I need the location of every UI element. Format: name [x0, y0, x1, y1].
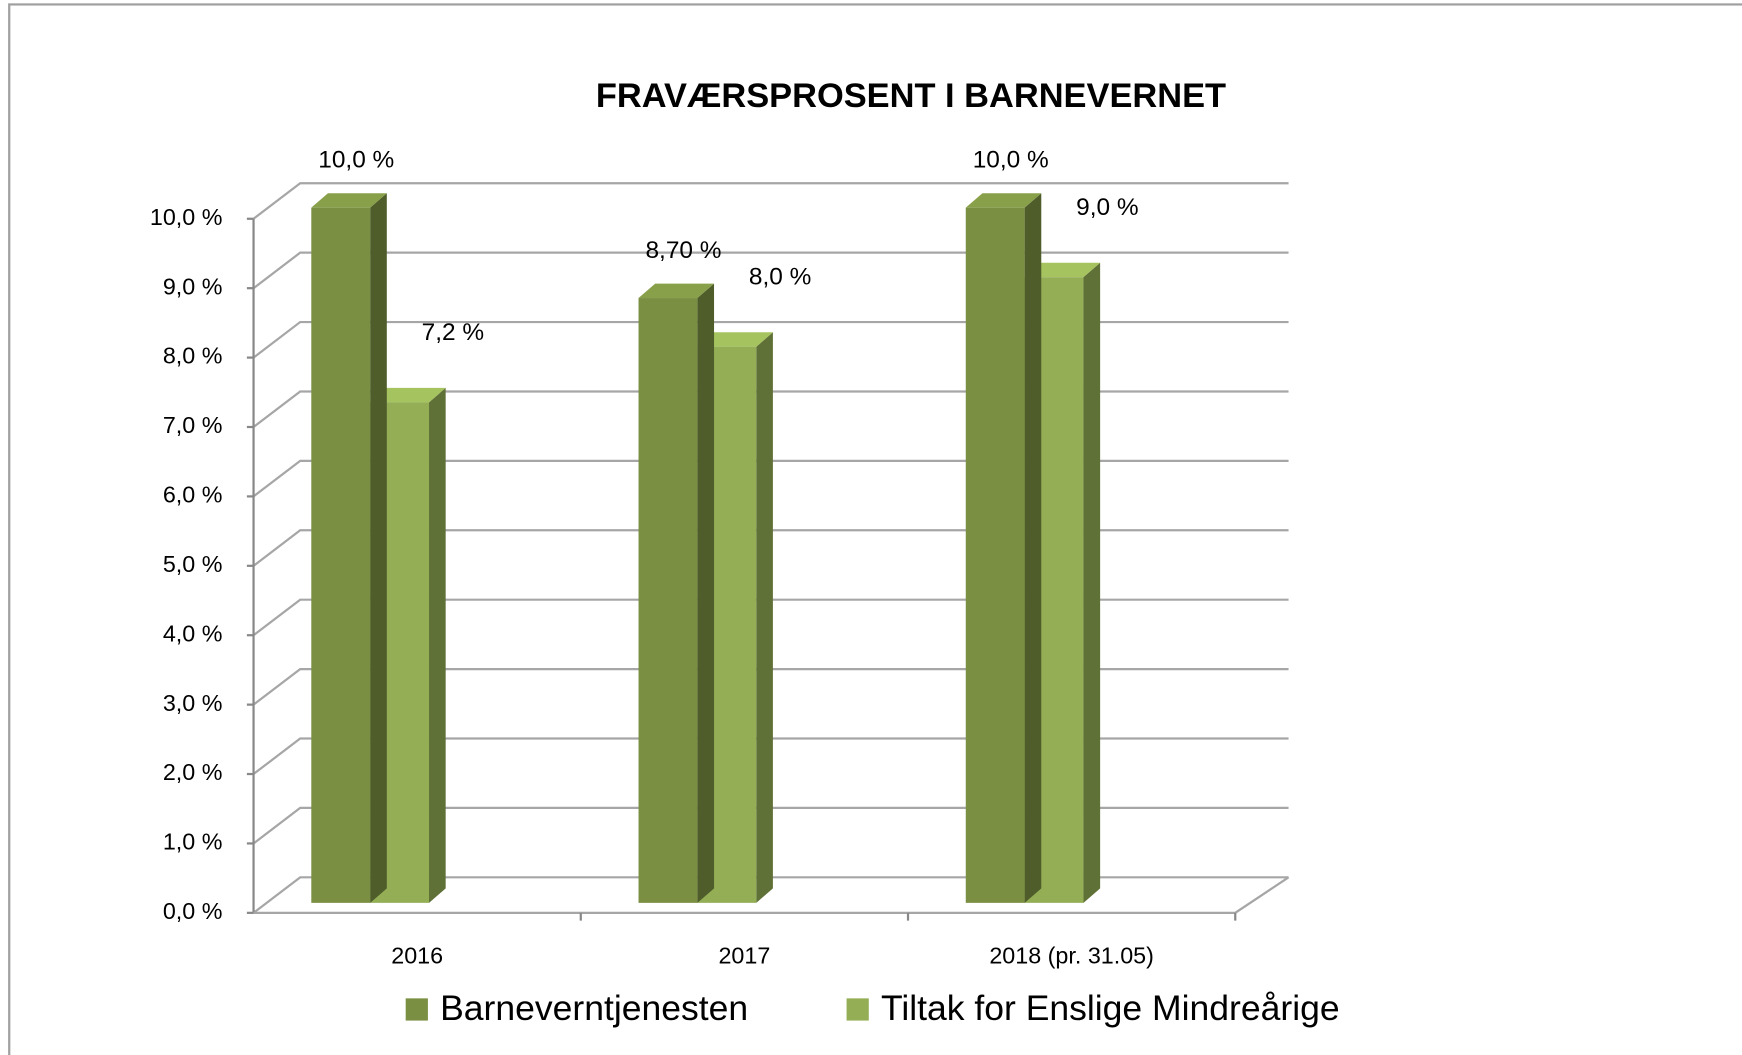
- bar-top: [638, 283, 715, 299]
- grid-line: [252, 667, 1289, 706]
- value-label: 7,2 %: [422, 319, 484, 346]
- chart-frame: [8, 3, 1742, 1055]
- y-tick-label: 6,0 %: [163, 482, 223, 508]
- y-tick-label: 3,0 %: [163, 690, 223, 716]
- bar: [965, 207, 1025, 903]
- legend-label: Tiltak for Enslige Mindreårige: [881, 988, 1340, 1028]
- bar-top: [311, 193, 387, 208]
- grid-line: [252, 806, 1289, 845]
- value-label: 9,0 %: [1076, 194, 1138, 221]
- grid-line: [252, 876, 1289, 914]
- legend-swatch: [846, 998, 869, 1021]
- y-tick-label: 1,0 %: [163, 829, 223, 855]
- bar: [638, 298, 698, 903]
- grid-line: [252, 390, 1289, 428]
- legend-label: Barneverntjenesten: [440, 988, 748, 1028]
- y-tick-label: 4,0 %: [163, 620, 223, 646]
- bar-side: [697, 283, 715, 903]
- bar-top: [1024, 262, 1101, 278]
- grid-line: [252, 459, 1289, 498]
- value-label: 8,70 %: [645, 237, 721, 264]
- bar-top: [370, 387, 446, 403]
- x-tick-label: 2016: [391, 942, 443, 968]
- y-tick-label: 5,0 %: [163, 551, 223, 577]
- grid-line: [252, 182, 1289, 220]
- y-tick-label: 10,0 %: [150, 204, 223, 230]
- grid-line: [252, 737, 1289, 775]
- x-tick-label: 2018 (pr. 31.05): [989, 942, 1154, 968]
- chart-title: FRAVÆRSPROSENT I BARNEVERNET: [596, 77, 1226, 115]
- bar: [311, 207, 371, 903]
- bar-side: [1083, 262, 1101, 903]
- value-label: 10,0 %: [973, 146, 1049, 173]
- bar-top: [965, 193, 1042, 208]
- y-tick-label: 7,0 %: [163, 412, 223, 438]
- bar-side: [756, 332, 773, 903]
- grid-line: [252, 598, 1289, 637]
- bar-side: [1024, 193, 1042, 903]
- y-tick-label: 9,0 %: [163, 273, 223, 299]
- y-tick-label: 0,0 %: [163, 898, 223, 924]
- grid-line: [252, 251, 1289, 290]
- legend-swatch: [405, 998, 428, 1021]
- y-tick-label: 8,0 %: [163, 343, 223, 369]
- grid-line: [252, 529, 1289, 567]
- bar-side: [429, 387, 446, 903]
- bar-side: [370, 193, 387, 903]
- x-tick-label: 2017: [718, 942, 770, 968]
- value-label: 10,0 %: [318, 146, 394, 173]
- y-tick-label: 2,0 %: [163, 759, 223, 785]
- bar-top: [697, 332, 773, 347]
- grid-line: [252, 320, 1289, 359]
- value-label: 8,0 %: [749, 263, 811, 290]
